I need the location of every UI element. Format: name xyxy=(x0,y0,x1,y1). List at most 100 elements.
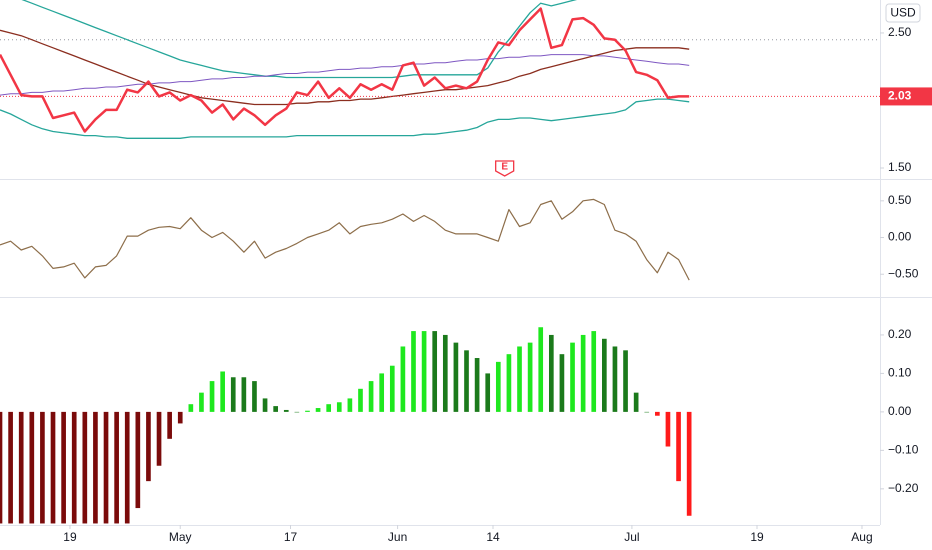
histogram-bar xyxy=(644,411,650,413)
histogram-bar xyxy=(199,392,204,412)
event-marker xyxy=(495,160,515,177)
histogram-bar xyxy=(580,334,586,412)
histogram-bar xyxy=(485,373,491,412)
histogram-bar xyxy=(230,377,236,412)
y-tick-label: 1.50 xyxy=(888,160,912,174)
histogram-bar xyxy=(358,388,363,412)
histogram-bar xyxy=(114,411,119,524)
histogram-bar xyxy=(124,411,130,524)
histogram-bar xyxy=(336,402,342,412)
histogram-bar xyxy=(29,411,35,524)
histogram-bar xyxy=(347,398,353,412)
y-tick-label: −0.20 xyxy=(888,481,919,495)
currency-label: USD xyxy=(890,6,916,20)
histogram-bar xyxy=(548,334,554,412)
histogram-bar xyxy=(188,404,194,412)
x-tick-label: Jun xyxy=(388,530,407,544)
histogram-bar xyxy=(559,354,565,412)
histogram-bar xyxy=(273,406,278,412)
histogram-bar xyxy=(655,411,660,416)
histogram-bar xyxy=(474,358,480,412)
histogram-bar xyxy=(61,411,66,524)
x-tick-label: May xyxy=(169,530,192,544)
x-tick-label: 14 xyxy=(486,530,500,544)
histogram-bar xyxy=(93,411,98,524)
y-tick-label: −0.50 xyxy=(888,266,919,280)
y-tick-label: 0.00 xyxy=(888,230,912,244)
last-price-tag xyxy=(880,87,932,106)
series-line xyxy=(0,198,690,281)
histogram-bar xyxy=(71,411,77,524)
histogram-bar xyxy=(665,411,671,447)
histogram-bar xyxy=(633,392,639,412)
histogram-bar xyxy=(623,350,628,412)
y-tick-label: 0.20 xyxy=(888,327,912,341)
histogram-bar xyxy=(527,342,533,412)
histogram-bar xyxy=(602,338,607,412)
y-tick-label: −0.10 xyxy=(888,443,919,457)
histogram-bar xyxy=(453,342,459,412)
histogram-bar xyxy=(495,361,501,412)
histogram-bar xyxy=(252,381,257,412)
histogram-bar xyxy=(389,365,395,412)
histogram-bar xyxy=(686,411,692,516)
pane xyxy=(0,198,690,281)
histogram-bar xyxy=(82,411,88,524)
histogram-bar xyxy=(209,381,215,412)
x-tick-label: 19 xyxy=(63,530,77,544)
histogram-bar xyxy=(241,377,247,412)
histogram-bar xyxy=(294,411,300,413)
histogram-bar xyxy=(506,354,512,412)
histogram-bar xyxy=(135,411,141,509)
histogram-bar xyxy=(442,334,448,412)
series-line xyxy=(0,7,690,133)
histogram-bar xyxy=(517,346,522,412)
histogram-bar xyxy=(591,331,597,412)
histogram-bar xyxy=(421,331,427,412)
histogram-bar xyxy=(326,404,332,412)
x-tick-label: 17 xyxy=(284,530,298,544)
currency-box[interactable] xyxy=(885,3,921,23)
x-tick-label: Jul xyxy=(624,530,639,544)
y-tick-label: 2.50 xyxy=(888,25,912,39)
pane xyxy=(0,0,880,139)
histogram-bar xyxy=(40,411,45,524)
pane xyxy=(0,327,692,524)
histogram-bar xyxy=(50,411,56,524)
histogram-bar xyxy=(8,411,13,524)
histogram-bar xyxy=(368,381,374,412)
x-tick-label: 19 xyxy=(750,530,764,544)
histogram-bar xyxy=(283,409,289,412)
series-line xyxy=(0,98,690,139)
histogram-bar xyxy=(156,411,162,466)
histogram-bar xyxy=(305,410,310,412)
histogram-bar xyxy=(432,331,438,412)
histogram-bar xyxy=(570,342,575,412)
series-line xyxy=(0,54,690,96)
histogram-bar xyxy=(220,371,225,412)
histogram-bar xyxy=(411,331,416,412)
histogram-bar xyxy=(400,346,406,412)
histogram-bar xyxy=(315,408,321,412)
y-tick-label: 0.50 xyxy=(888,193,912,207)
histogram-bar xyxy=(167,411,172,439)
histogram-bar xyxy=(379,373,385,412)
histogram-bar xyxy=(612,346,618,412)
y-tick-label: 0.00 xyxy=(888,404,912,418)
event-label: E xyxy=(501,162,508,173)
histogram-bar xyxy=(538,327,544,412)
histogram-bar xyxy=(464,350,469,412)
y-tick-label: 0.10 xyxy=(888,366,912,380)
series-line xyxy=(0,29,690,106)
histogram-bar xyxy=(676,411,681,482)
x-tick-label: Aug xyxy=(851,530,872,544)
series-line xyxy=(21,0,578,79)
histogram-bar xyxy=(103,411,109,524)
histogram-bar xyxy=(146,411,151,482)
histogram-bar xyxy=(18,411,24,524)
histogram-bar xyxy=(177,411,183,424)
histogram-bar xyxy=(262,398,268,412)
histogram-bar xyxy=(0,411,3,524)
last-price-label: 2.03 xyxy=(888,89,912,103)
